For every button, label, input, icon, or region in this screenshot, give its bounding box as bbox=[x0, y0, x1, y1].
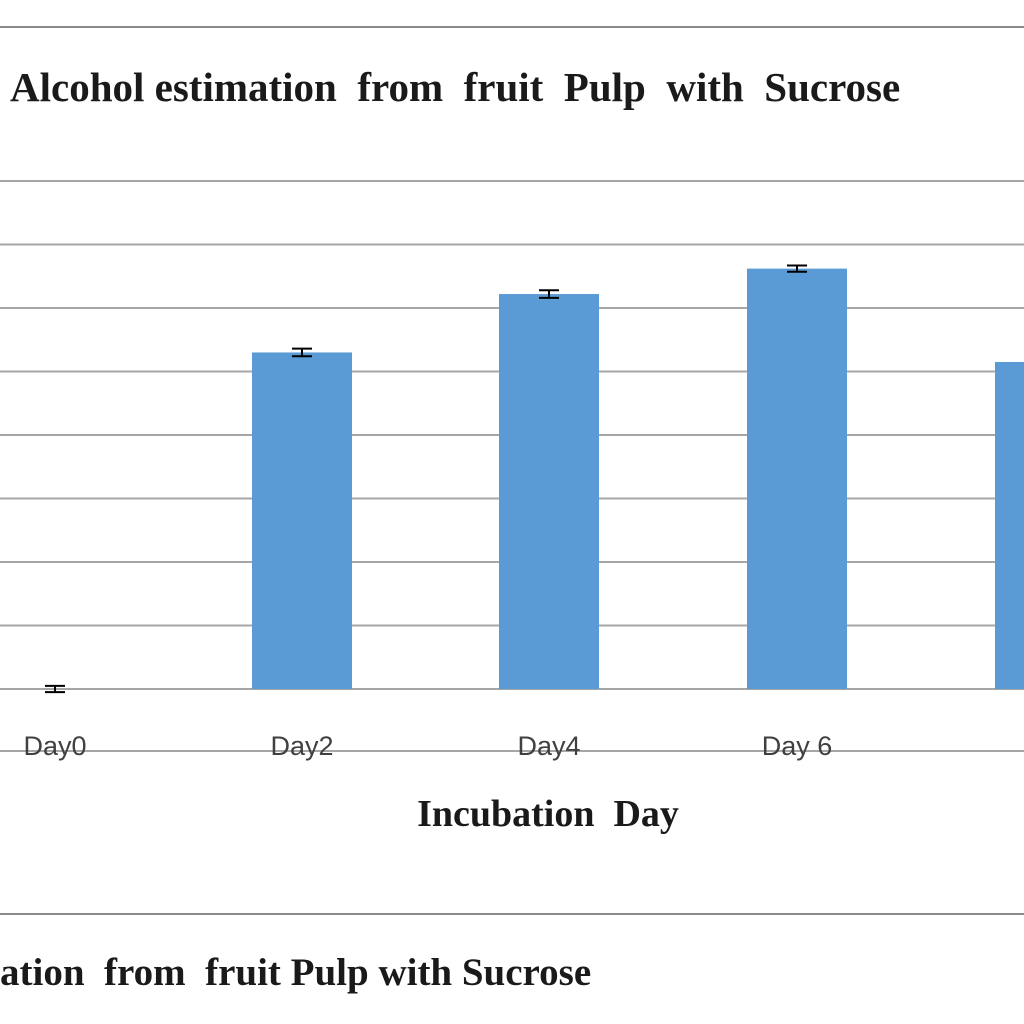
error-bar bbox=[45, 684, 65, 694]
error-bar bbox=[539, 289, 559, 299]
x-tick-label: Day4 bbox=[517, 731, 580, 761]
x-tick-label: Day 6 bbox=[762, 731, 833, 761]
bars bbox=[252, 268, 1024, 689]
x-tick-label: Day0 bbox=[23, 731, 86, 761]
bar bbox=[747, 268, 847, 689]
error-bars bbox=[45, 264, 807, 694]
bar bbox=[499, 294, 599, 689]
chart-title: Alcohol estimation from fruit Pulp with … bbox=[10, 64, 900, 110]
bar bbox=[995, 361, 1024, 689]
bar bbox=[252, 352, 352, 689]
error-bar bbox=[292, 347, 312, 358]
x-axis-label: Incubation Day bbox=[417, 793, 679, 835]
x-tick-label: Day2 bbox=[270, 731, 333, 761]
figure-caption: ation from fruit Pulp with Sucrose bbox=[0, 951, 591, 994]
error-bar bbox=[787, 264, 807, 273]
